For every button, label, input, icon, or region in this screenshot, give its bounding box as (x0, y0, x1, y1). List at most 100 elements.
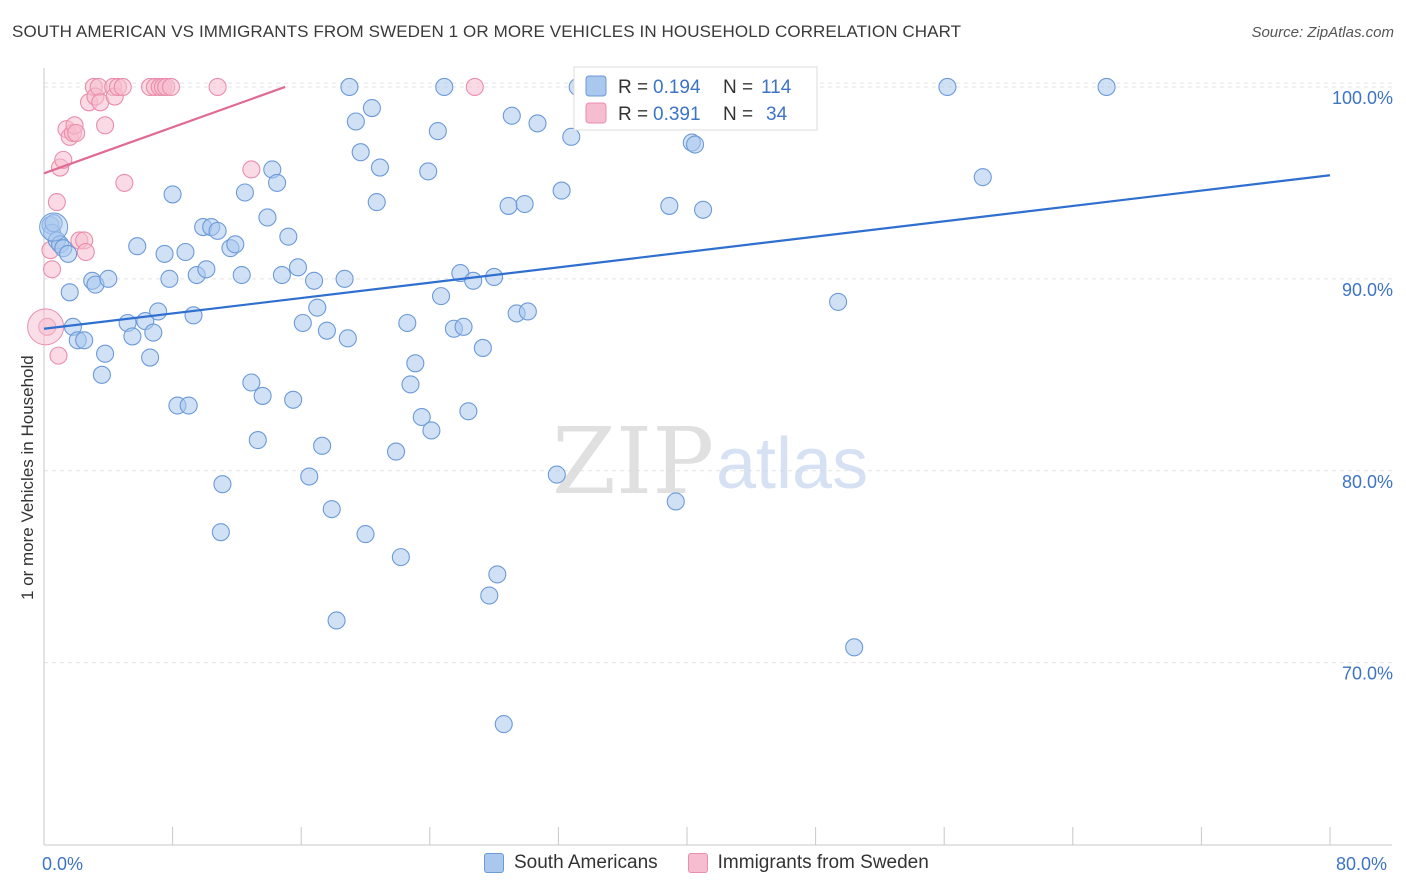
south-american-point[interactable] (660, 196, 679, 215)
sweden-point[interactable] (161, 77, 181, 96)
south-american-point[interactable] (412, 407, 431, 427)
south-american-point[interactable] (386, 442, 406, 461)
legend-item-south-americans[interactable]: South Americans (484, 852, 658, 874)
south-american-point[interactable] (666, 492, 685, 511)
sweden-point[interactable] (465, 77, 484, 96)
sweden-point[interactable] (42, 260, 62, 279)
south-american-point[interactable] (235, 183, 254, 202)
sweden-point[interactable] (115, 173, 134, 192)
south-american-point[interactable] (398, 313, 417, 333)
south-american-point[interactable] (248, 431, 267, 450)
south-american-point[interactable] (485, 267, 504, 286)
south-american-point[interactable] (99, 269, 118, 288)
south-american-point[interactable] (494, 715, 513, 734)
south-american-point[interactable] (160, 269, 179, 288)
south-american-point[interactable] (317, 321, 336, 340)
south-american-point[interactable] (432, 287, 451, 306)
south-american-point[interactable] (547, 465, 566, 484)
south-american-point[interactable] (226, 235, 245, 254)
south-american-point[interactable] (454, 317, 473, 336)
south-american-point[interactable] (60, 283, 79, 302)
south-american-point[interactable] (75, 331, 94, 350)
south-american-point[interactable] (313, 436, 332, 455)
south-american-point[interactable] (435, 77, 454, 96)
sweden-point[interactable] (67, 123, 86, 143)
south-american-point[interactable] (128, 237, 147, 256)
south-american-point[interactable] (258, 208, 277, 227)
south-american-point[interactable] (685, 135, 705, 154)
south-american-point[interactable] (346, 112, 365, 131)
south-american-point[interactable] (163, 185, 182, 204)
south-american-point[interactable] (502, 106, 521, 125)
south-american-point[interactable] (197, 260, 216, 279)
south-american-point[interactable] (356, 525, 375, 544)
south-american-point[interactable] (528, 114, 547, 133)
south-american-point[interactable] (155, 244, 174, 263)
sweden-point[interactable] (49, 346, 68, 365)
south-american-point[interactable] (242, 373, 261, 392)
south-american-point[interactable] (473, 338, 492, 357)
south-american-point[interactable] (351, 143, 370, 162)
south-american-point[interactable] (401, 375, 420, 394)
south-american-point[interactable] (422, 421, 441, 440)
south-american-point[interactable] (338, 329, 357, 348)
south-american-point[interactable] (335, 269, 354, 288)
south-american-point[interactable] (149, 302, 168, 321)
south-american-point[interactable] (419, 162, 438, 181)
south-american-point[interactable] (499, 196, 518, 215)
sweden-point[interactable] (76, 242, 95, 262)
legend-item-immigrants-from-sweden[interactable]: Immigrants from Sweden (687, 852, 929, 874)
south-american-point[interactable] (562, 127, 581, 146)
south-american-point[interactable] (253, 386, 272, 405)
south-american-point[interactable] (515, 194, 534, 214)
south-american-point[interactable] (973, 168, 992, 187)
south-american-point[interactable] (213, 475, 232, 494)
sweden-point[interactable] (242, 160, 261, 179)
south-american-point[interactable] (300, 467, 319, 486)
south-american-point[interactable] (1097, 77, 1116, 96)
south-american-point[interactable] (938, 77, 957, 96)
south-american-point[interactable] (488, 565, 507, 584)
south-american-point-large[interactable] (39, 212, 69, 242)
south-american-point[interactable] (428, 122, 447, 141)
south-american-point[interactable] (305, 271, 324, 290)
south-american-point[interactable] (279, 227, 298, 246)
south-american-point[interactable] (144, 323, 163, 342)
south-american-point[interactable] (464, 271, 483, 290)
south-american-point[interactable] (92, 365, 111, 384)
south-american-point[interactable] (232, 265, 251, 285)
south-american-point[interactable] (208, 221, 227, 240)
south-american-point[interactable] (370, 158, 390, 177)
sweden-point[interactable] (96, 116, 115, 135)
south-american-point[interactable] (179, 396, 198, 415)
south-american-point[interactable] (176, 242, 195, 262)
south-american-point[interactable] (293, 313, 312, 333)
south-american-point[interactable] (518, 302, 537, 321)
south-american-point[interactable] (268, 173, 287, 192)
south-american-point[interactable] (552, 181, 571, 200)
south-american-point[interactable] (59, 244, 78, 263)
south-american-point[interactable] (459, 402, 478, 421)
south-american-point[interactable] (327, 611, 346, 630)
south-american-point[interactable] (123, 327, 142, 346)
south-american-point[interactable] (340, 77, 359, 96)
south-american-point[interactable] (141, 348, 160, 367)
south-american-point[interactable] (406, 354, 425, 373)
south-american-point[interactable] (308, 298, 327, 317)
south-american-point[interactable] (480, 586, 499, 605)
south-american-point[interactable] (96, 344, 115, 363)
south-american-point[interactable] (322, 500, 341, 519)
south-american-point[interactable] (288, 258, 308, 277)
south-american-point[interactable] (391, 548, 410, 567)
south-american-point[interactable] (829, 292, 848, 311)
south-american-point[interactable] (845, 638, 864, 657)
south-american-point[interactable] (367, 193, 386, 212)
sweden-point[interactable] (113, 77, 132, 96)
south-american-point[interactable] (211, 523, 230, 542)
south-american-point[interactable] (694, 200, 713, 219)
south-american-point[interactable] (362, 99, 381, 118)
south-american-point[interactable] (284, 390, 303, 409)
sweden-point[interactable] (208, 77, 227, 96)
south-american-point[interactable] (272, 265, 291, 285)
sweden-point[interactable] (47, 193, 66, 212)
